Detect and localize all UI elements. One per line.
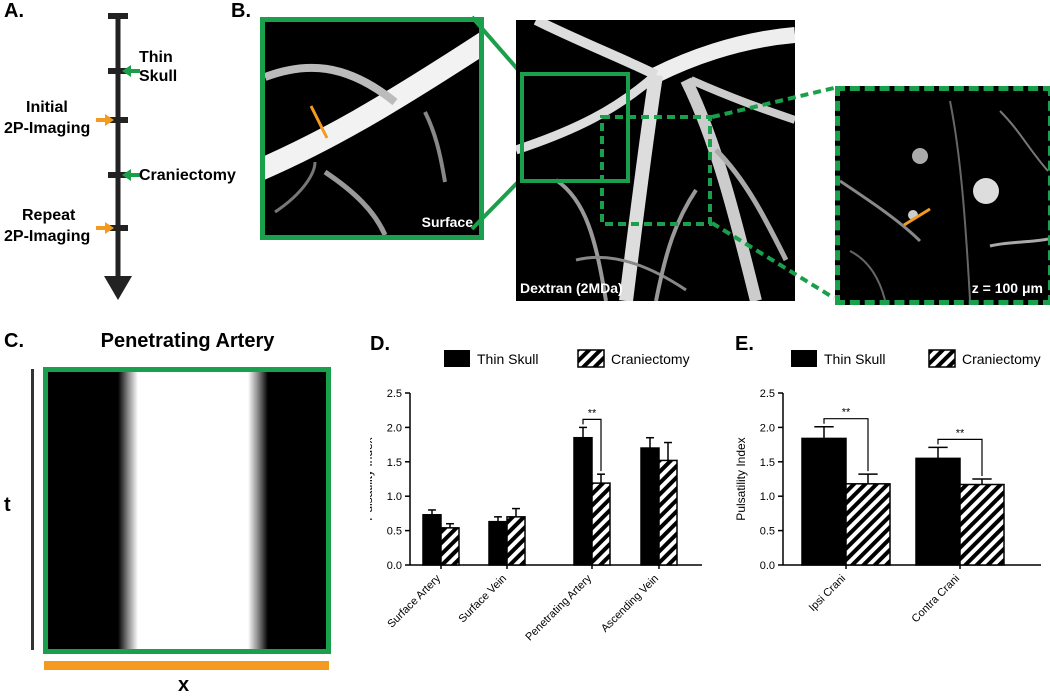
panel-letter-d: D. bbox=[370, 333, 390, 355]
significance-bracket bbox=[582, 418, 602, 472]
bar-craniectomy bbox=[440, 527, 460, 566]
y-axis-title: Pulsatility Index bbox=[370, 437, 375, 520]
repeat-imaging-arrow-icon bbox=[96, 222, 114, 234]
y-tick-label: 0.0 bbox=[387, 560, 402, 572]
significance-marker: ** bbox=[588, 407, 597, 419]
x-tick-label: Penetrating Artery bbox=[523, 572, 594, 643]
thin-skull-label-line2: Skull bbox=[139, 68, 178, 85]
bar-thin-skull bbox=[573, 436, 593, 566]
depth-label: z = 100 μm bbox=[971, 280, 1043, 296]
x-tick-label: Surface Artery bbox=[385, 572, 443, 630]
depth-vessels-graphic bbox=[840, 100, 1048, 300]
surface-roi-box bbox=[520, 72, 630, 183]
legend-swatch-thin-skull bbox=[791, 350, 817, 367]
time-axis-label: t bbox=[4, 494, 11, 516]
legend-label-craniectomy: Craniectomy bbox=[962, 351, 1041, 367]
legend-label-craniectomy: Craniectomy bbox=[611, 351, 690, 367]
linescan-left-edge bbox=[118, 372, 138, 649]
y-tick-label: 0.5 bbox=[387, 526, 402, 538]
linescan-image bbox=[43, 367, 331, 654]
y-tick-label: 2.5 bbox=[387, 388, 402, 400]
chart-e: Thin Skull Craniectomy 0.0 0.5 1.0 1.5 2.0 2.5 P… bbox=[735, 349, 1041, 626]
repeat-imaging-label-line1: Repeat bbox=[22, 207, 76, 224]
bar-thin-skull bbox=[640, 447, 660, 566]
y-axis-title: Pulsatility Index bbox=[735, 437, 748, 520]
bar-thin-skull bbox=[488, 520, 508, 566]
legend-label-thin-skull: Thin Skull bbox=[477, 351, 538, 367]
x-tick-label: Ascending Vein bbox=[599, 573, 661, 635]
x-tick-label: Ipsi Crani bbox=[807, 573, 848, 614]
y-tick-label: 2.0 bbox=[760, 422, 775, 434]
initial-imaging-label-line2: 2P-Imaging bbox=[4, 120, 91, 137]
timeline-arrowhead bbox=[104, 276, 132, 300]
bar-craniectomy bbox=[658, 459, 678, 566]
craniectomy-label: Craniectomy bbox=[139, 167, 236, 184]
depth-inset-image: z = 100 μm bbox=[835, 86, 1050, 305]
linescan-right-edge bbox=[248, 372, 268, 649]
legend-swatch-craniectomy bbox=[577, 349, 605, 368]
legend-swatch-craniectomy bbox=[928, 349, 956, 368]
thin-skull-arrow-icon bbox=[122, 65, 140, 77]
surface-vessels-graphic bbox=[265, 32, 479, 235]
legend-swatch-thin-skull bbox=[444, 350, 470, 367]
y-tick-label: 1.5 bbox=[387, 457, 402, 469]
y-tick-label: 0.5 bbox=[760, 526, 775, 538]
bar-craniectomy bbox=[591, 482, 611, 566]
initial-imaging-label-line1: Initial bbox=[26, 99, 68, 116]
x-tick-label: Contra Crani bbox=[910, 573, 963, 626]
depth-measure-line bbox=[903, 207, 931, 227]
thin-skull-label-line1: Thin bbox=[139, 49, 173, 66]
time-axis-line bbox=[31, 369, 34, 650]
bar-thin-skull bbox=[422, 514, 442, 566]
craniectomy-arrow-icon bbox=[122, 169, 140, 181]
dextran-label: Dextran (2MDa) bbox=[520, 280, 623, 296]
zoom-connector-lines bbox=[470, 15, 522, 231]
significance-marker: ** bbox=[956, 427, 965, 439]
depth-connector-lines bbox=[710, 86, 836, 300]
y-tick-label: 1.5 bbox=[760, 457, 775, 469]
significance-bracket bbox=[937, 438, 983, 476]
dextran-vessels-graphic bbox=[516, 20, 795, 301]
dextran-overview-image: Dextran (2MDa) bbox=[516, 20, 795, 301]
linescan-title: Penetrating Artery bbox=[100, 330, 275, 352]
panel-letter-e: E. bbox=[735, 333, 754, 355]
y-tick-label: 2.0 bbox=[387, 422, 402, 434]
bar-craniectomy bbox=[845, 483, 891, 566]
panel-letter-b: B. bbox=[231, 0, 251, 22]
linescan-lumen bbox=[138, 372, 248, 649]
depth-roi-box bbox=[600, 115, 712, 226]
y-tick-label: 2.5 bbox=[760, 388, 775, 400]
surface-measure-line bbox=[309, 105, 329, 139]
repeat-imaging-label-line2: 2P-Imaging bbox=[4, 228, 91, 245]
bar-thin-skull bbox=[915, 457, 961, 566]
x-tick-label: Surface Vein bbox=[457, 573, 510, 626]
significance-marker: ** bbox=[842, 407, 851, 419]
surface-zoom-image: Surface bbox=[260, 17, 484, 240]
y-tick-label: 1.0 bbox=[387, 491, 402, 503]
panel-letter-a: A. bbox=[4, 0, 24, 22]
panel-letter-c: C. bbox=[4, 330, 24, 352]
y-tick-label: 0.0 bbox=[760, 560, 775, 572]
chart-d: Thin Skull Craniectomy 0.0 0.5 1.0 1.5 2.0 2.5 P… bbox=[370, 349, 702, 643]
significance-bracket bbox=[823, 418, 869, 472]
timeline-diagram bbox=[96, 13, 140, 300]
legend-label-thin-skull: Thin Skull bbox=[824, 351, 885, 367]
surface-label: Surface bbox=[421, 214, 473, 230]
bar-craniectomy bbox=[959, 483, 1005, 566]
y-tick-label: 1.0 bbox=[760, 491, 775, 503]
space-axis-bar bbox=[44, 661, 329, 670]
bar-craniectomy bbox=[506, 516, 526, 566]
initial-imaging-arrow-icon bbox=[96, 114, 114, 126]
bar-thin-skull bbox=[801, 437, 847, 566]
space-axis-label: x bbox=[178, 674, 190, 696]
